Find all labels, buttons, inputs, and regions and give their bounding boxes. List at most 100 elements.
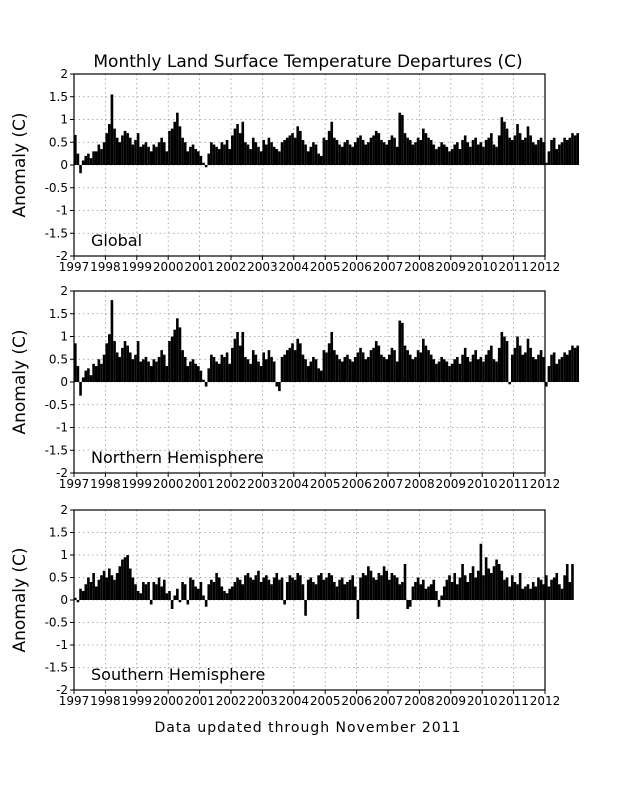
bar [398, 112, 402, 165]
x-tick-label: 2001 [184, 694, 215, 708]
bar [490, 573, 493, 600]
bar [343, 356, 347, 382]
x-tick-label: 2006 [341, 694, 372, 708]
bar [317, 368, 320, 382]
bar [142, 144, 145, 165]
panel-label: Southern Hemisphere [91, 665, 265, 684]
bar [157, 142, 161, 165]
bar [353, 586, 357, 600]
bar [128, 137, 132, 165]
x-tick-label: 2003 [247, 477, 278, 491]
bar [346, 354, 349, 382]
bar [529, 588, 532, 600]
bar [482, 146, 485, 165]
bar [469, 361, 472, 382]
bar [547, 586, 551, 600]
bar [571, 345, 574, 382]
bar [149, 151, 153, 165]
bar [170, 336, 174, 382]
bar [217, 577, 221, 600]
bar [440, 142, 443, 165]
x-tick-label: 2007 [373, 260, 404, 274]
x-tick-label: 2005 [310, 477, 341, 491]
bar [367, 142, 370, 165]
bar [251, 137, 255, 165]
bar [471, 354, 475, 382]
bar [335, 354, 339, 382]
bar [233, 338, 237, 382]
bar [450, 363, 454, 382]
bar [152, 144, 156, 165]
bar [343, 142, 347, 165]
bar [113, 579, 116, 600]
bar [228, 149, 231, 165]
bar [534, 144, 538, 165]
bar [319, 573, 323, 600]
bar [456, 356, 459, 382]
bar [115, 137, 119, 165]
bar [275, 149, 279, 165]
bar [411, 144, 415, 165]
bar [186, 366, 190, 382]
bar [275, 573, 279, 600]
bar [531, 582, 535, 600]
bar [314, 584, 318, 600]
bar [385, 144, 388, 165]
x-tick-label: 2000 [153, 477, 184, 491]
y-axis-label: Anomaly (C) [10, 112, 30, 217]
bar [149, 600, 153, 605]
x-tick-label: 2002 [216, 694, 247, 708]
bar [126, 555, 129, 600]
bar [319, 155, 323, 165]
bar [241, 331, 245, 382]
bar [97, 359, 101, 382]
bar [259, 366, 263, 382]
bar [288, 347, 292, 382]
bar [309, 146, 313, 165]
x-tick-label: 2005 [310, 694, 341, 708]
bar [189, 146, 192, 165]
bar [542, 356, 545, 382]
bar [296, 573, 300, 600]
bar [482, 575, 485, 600]
bar [335, 586, 339, 600]
bar [356, 352, 360, 382]
bar [568, 582, 572, 600]
bar [183, 584, 187, 600]
bar [110, 94, 114, 165]
bar [231, 347, 234, 382]
bar [534, 359, 538, 382]
bar [356, 600, 360, 619]
bar [353, 356, 357, 382]
bar [215, 361, 218, 382]
x-tick-label: 2010 [467, 260, 498, 274]
bar [403, 564, 407, 600]
bar [463, 135, 467, 165]
bar [419, 352, 423, 382]
bar [94, 586, 98, 600]
bar [401, 114, 404, 165]
bar [539, 350, 543, 382]
x-tick-label: 2001 [184, 477, 215, 491]
bar [304, 600, 307, 616]
bar [487, 350, 491, 382]
bar [314, 144, 318, 165]
bar [377, 573, 381, 600]
bar [445, 146, 449, 165]
bar [353, 142, 357, 165]
bar [270, 584, 273, 600]
bar [395, 361, 399, 382]
bar [385, 359, 388, 382]
x-tick-label: 2004 [279, 694, 310, 708]
bar [558, 359, 561, 382]
bar [194, 586, 197, 600]
bar [278, 579, 281, 600]
bar [524, 137, 527, 165]
x-tick-label: 2011 [498, 477, 529, 491]
bar [348, 144, 352, 165]
bar [220, 586, 224, 600]
bar [474, 350, 477, 382]
bar [251, 350, 255, 382]
y-tick-label: 2 [60, 503, 68, 517]
